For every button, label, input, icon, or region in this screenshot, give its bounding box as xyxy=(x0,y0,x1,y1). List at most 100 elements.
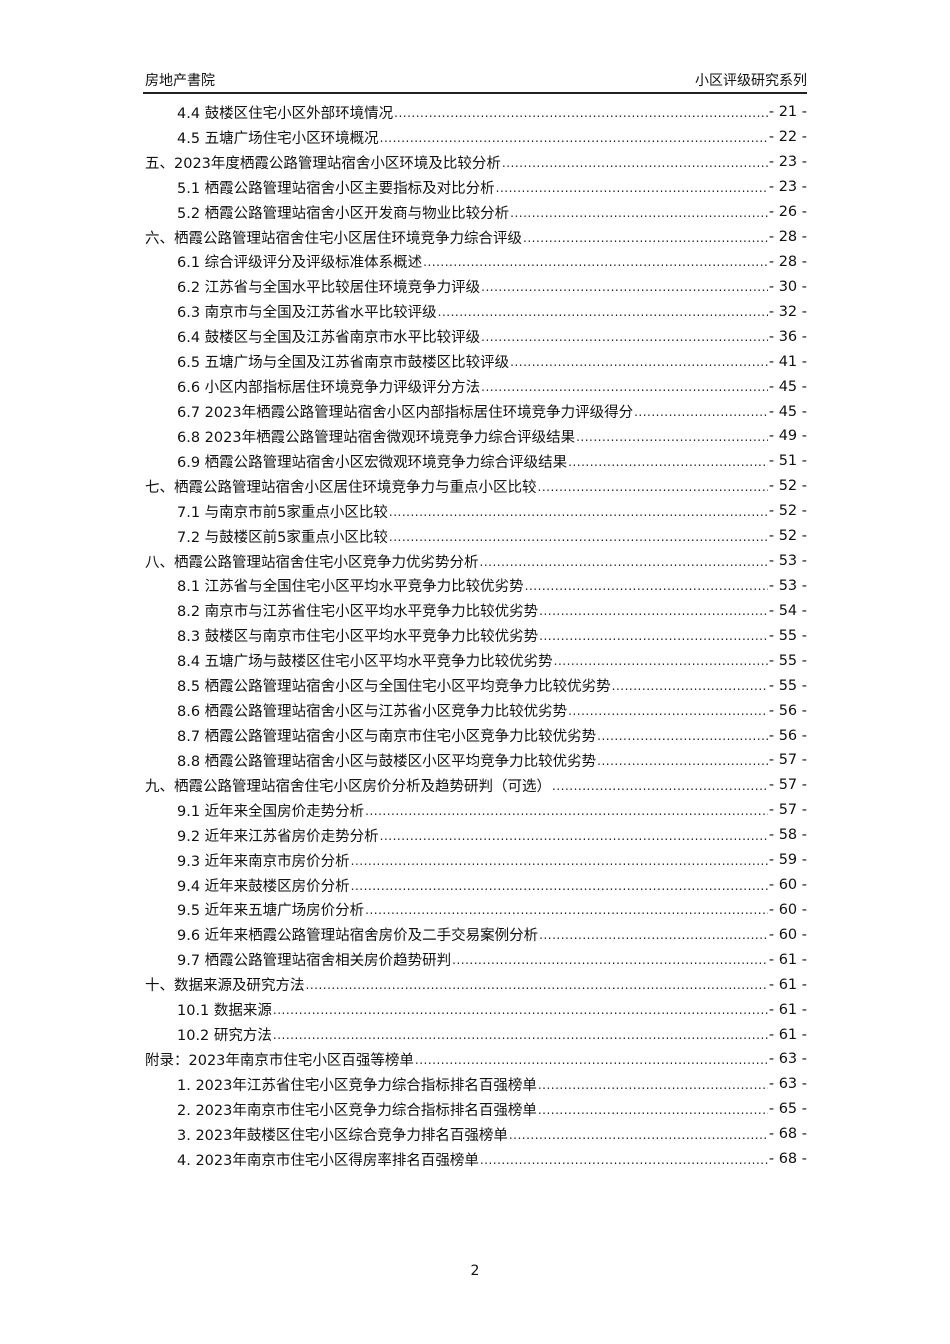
toc-entry[interactable]: 6.1 综合评级评分及评级标准体系概述 - 28 - xyxy=(145,250,807,275)
toc-entry-title[interactable]: 8.1 江苏省与全国住宅小区平均水平竞争力比较优劣势 xyxy=(177,579,524,596)
toc-entry[interactable]: 9.1 近年来全国房价走势分析 - 57 - xyxy=(145,798,807,823)
toc-entry-title[interactable]: 8.2 南京市与江苏省住宅小区平均水平竞争力比较优劣势 xyxy=(177,604,539,621)
toc-entry[interactable]: 6.2 江苏省与全国水平比较居住环境竞争力评级 - 30 - xyxy=(145,274,807,299)
toc-entry[interactable]: 9.2 近年来江苏省房价走势分析 - 58 - xyxy=(145,823,807,848)
toc-entry-page: - 52 - xyxy=(768,503,807,520)
toc-entry-title[interactable]: 6.5 五塘广场与全国及江苏省南京市鼓楼区比较评级 xyxy=(177,355,510,372)
toc-entry[interactable]: 9.7 栖霞公路管理站宿舍相关房价趋势研判 - 61 - xyxy=(145,947,807,972)
toc-entry[interactable]: 10.1 数据来源 - 61 - xyxy=(145,997,807,1022)
toc-entry[interactable]: 8.4 五塘广场与鼓楼区住宅小区平均水平竞争力比较优劣势 - 55 - xyxy=(145,648,807,673)
toc-entry[interactable]: 5.1 栖霞公路管理站宿舍小区主要指标及对比分析 - 23 - xyxy=(145,175,807,200)
toc-entry-page: - 23 - xyxy=(768,179,807,196)
toc-entry-title[interactable]: 9.5 近年来五塘广场房价分析 xyxy=(177,903,365,920)
toc-entry[interactable]: 六、栖霞公路管理站宿舍住宅小区居住环境竞争力综合评级 - 28 - xyxy=(145,225,807,250)
toc-entry-title[interactable]: 6.1 综合评级评分及评级标准体系概述 xyxy=(177,255,423,272)
toc-entry[interactable]: 4.4 鼓楼区住宅小区外部环境情况 - 21 - xyxy=(145,100,807,125)
toc-entry[interactable]: 4.5 五塘广场住宅小区环境概况 - 22 - xyxy=(145,125,807,150)
toc-entry[interactable]: 8.3 鼓楼区与南京市住宅小区平均水平竞争力比较优劣势 - 55 - xyxy=(145,623,807,648)
toc-entry[interactable]: 3. 2023年鼓楼区住宅小区综合竞争力排名百强榜单 - 68 - xyxy=(145,1122,807,1147)
toc-entry-title[interactable]: 七、栖霞公路管理站宿舍小区居住环境竞争力与重点小区比较 xyxy=(145,479,537,496)
toc-entry[interactable]: 2. 2023年南京市住宅小区竞争力综合指标排名百强榜单 - 65 - xyxy=(145,1097,807,1122)
toc-entry[interactable]: 6.5 五塘广场与全国及江苏省南京市鼓楼区比较评级 - 41 - xyxy=(145,349,807,374)
toc-leader-dots xyxy=(438,305,768,324)
toc-entry-page: - 61 - xyxy=(768,1026,807,1043)
toc-entry-title[interactable]: 9.2 近年来江苏省房价走势分析 xyxy=(177,828,379,845)
toc-entry[interactable]: 6.7 2023年栖霞公路管理站宿舍小区内部指标居住环境竞争力评级得分 - 45 … xyxy=(145,399,807,424)
toc-entry-title[interactable]: 附录：2023年南京市住宅小区百强等榜单 xyxy=(145,1052,414,1069)
toc-entry-title[interactable]: 9.3 近年来南京市房价分析 xyxy=(177,853,350,870)
toc-entry[interactable]: 4. 2023年南京市住宅小区得房率排名百强榜单 - 68 - xyxy=(145,1147,807,1172)
toc-entry[interactable]: 10.2 研究方法 - 61 - xyxy=(145,1022,807,1047)
toc-entry-title[interactable]: 8.4 五塘广场与鼓楼区住宅小区平均水平竞争力比较优劣势 xyxy=(177,654,553,671)
toc-entry-title[interactable]: 9.7 栖霞公路管理站宿舍相关房价趋势研判 xyxy=(177,953,452,970)
toc-entry-title[interactable]: 8.7 栖霞公路管理站宿舍小区与南京市住宅小区竞争力比较优劣势 xyxy=(177,729,597,745)
toc-entry[interactable]: 7.2 与鼓楼区前5家重点小区比较 - 52 - xyxy=(145,524,807,549)
toc-entry-title[interactable]: 10.2 研究方法 xyxy=(177,1028,272,1045)
toc-entry[interactable]: 9.5 近年来五塘广场房价分析 - 60 - xyxy=(145,898,807,923)
toc-entry[interactable]: 6.9 栖霞公路管理站宿舍小区宏微观环境竞争力综合评级结果 - 51 - xyxy=(145,449,807,474)
toc-entry-title[interactable]: 8.5 栖霞公路管理站宿舍小区与全国住宅小区平均竞争力比较优劣势 xyxy=(177,679,611,696)
toc-leader-dots xyxy=(273,1003,768,1022)
toc-entry[interactable]: 6.3 南京市与全国及江苏省水平比较评级 - 32 - xyxy=(145,299,807,324)
toc-entry-title[interactable]: 8.8 栖霞公路管理站宿舍小区与鼓楼区小区平均竞争力比较优劣势 xyxy=(177,753,597,770)
toc-entry[interactable]: 6.8 2023年栖霞公路管理站宿舍微观环境竞争力综合评级结果 - 49 - xyxy=(145,424,807,449)
toc-entry-title[interactable]: 9.1 近年来全国房价走势分析 xyxy=(177,803,365,820)
toc-entry[interactable]: 五、2023年度栖霞公路管理站宿舍小区环境及比较分析 - 23 - xyxy=(145,150,807,175)
toc-entry[interactable]: 8.1 江苏省与全国住宅小区平均水平竞争力比较优劣势 - 53 - xyxy=(145,574,807,599)
toc-entry-title[interactable]: 1. 2023年江苏省住宅小区竞争力综合指标排名百强榜单 xyxy=(177,1077,537,1094)
toc-entry-title[interactable]: 六、栖霞公路管理站宿舍住宅小区居住环境竞争力综合评级 xyxy=(145,230,522,247)
toc-entry-title[interactable]: 6.3 南京市与全国及江苏省水平比较评级 xyxy=(177,305,437,322)
toc-entry-title[interactable]: 八、栖霞公路管理站宿舍住宅小区竞争力优劣势分析 xyxy=(145,554,479,571)
toc-entry-title[interactable]: 7.2 与鼓楼区前5家重点小区比较 xyxy=(177,529,388,546)
toc-entry-title[interactable]: 7.1 与南京市前5家重点小区比较 xyxy=(177,504,388,521)
toc-entry[interactable]: 6.4 鼓楼区与全国及江苏省南京市水平比较评级 - 36 - xyxy=(145,324,807,349)
toc-entry-title[interactable]: 五、2023年度栖霞公路管理站宿舍小区环境及比较分析 xyxy=(145,155,501,172)
toc-entry-title[interactable]: 8.6 栖霞公路管理站宿舍小区与江苏省小区竞争力比较优劣势 xyxy=(177,704,568,721)
toc-entry-page: - 30 - xyxy=(768,278,807,295)
toc-leader-dots xyxy=(481,380,768,399)
toc-entry[interactable]: 8.7 栖霞公路管理站宿舍小区与南京市住宅小区竞争力比较优劣势 - 56 - xyxy=(145,723,807,748)
toc-entry[interactable]: 8.8 栖霞公路管理站宿舍小区与鼓楼区小区平均竞争力比较优劣势 - 57 - xyxy=(145,748,807,773)
toc-entry-title[interactable]: 九、栖霞公路管理站宿舍住宅小区房价分析及趋势研判（可选） xyxy=(145,778,551,795)
toc-entry[interactable]: 十、数据来源及研究方法 - 61 - xyxy=(145,972,807,997)
toc-leader-dots xyxy=(525,579,768,598)
toc-entry-title[interactable]: 5.1 栖霞公路管理站宿舍小区主要指标及对比分析 xyxy=(177,180,495,197)
toc-entry[interactable]: 7.1 与南京市前5家重点小区比较 - 52 - xyxy=(145,499,807,524)
toc-entry[interactable]: 九、栖霞公路管理站宿舍住宅小区房价分析及趋势研判（可选） - 57 - xyxy=(145,773,807,798)
toc-entry[interactable]: 1. 2023年江苏省住宅小区竞争力综合指标排名百强榜单 - 63 - xyxy=(145,1072,807,1097)
toc-entry-page: - 22 - xyxy=(768,129,807,146)
toc-entry[interactable]: 8.5 栖霞公路管理站宿舍小区与全国住宅小区平均竞争力比较优劣势 - 55 - xyxy=(145,673,807,698)
toc-entry-page: - 59 - xyxy=(768,852,807,869)
toc-entry[interactable]: 七、栖霞公路管理站宿舍小区居住环境竞争力与重点小区比较 - 52 - xyxy=(145,474,807,499)
toc-entry-title[interactable]: 5.2 栖霞公路管理站宿舍小区开发商与物业比较分析 xyxy=(177,205,510,222)
toc-entry-title[interactable]: 十、数据来源及研究方法 xyxy=(145,978,305,995)
toc-entry-title[interactable]: 6.2 江苏省与全国水平比较居住环境竞争力评级 xyxy=(177,280,481,297)
toc-entry[interactable]: 5.2 栖霞公路管理站宿舍小区开发商与物业比较分析 - 26 - xyxy=(145,200,807,225)
toc-entry-title[interactable]: 9.4 近年来鼓楼区房价分析 xyxy=(177,878,350,895)
toc-entry-title[interactable]: 4. 2023年南京市住宅小区得房率排名百强榜单 xyxy=(177,1152,479,1169)
toc-entry-title[interactable]: 8.3 鼓楼区与南京市住宅小区平均水平竞争力比较优劣势 xyxy=(177,629,539,646)
toc-entry-title[interactable]: 4.5 五塘广场住宅小区环境概况 xyxy=(177,130,379,147)
toc-entry-title[interactable]: 3. 2023年鼓楼区住宅小区综合竞争力排名百强榜单 xyxy=(177,1127,508,1144)
toc-leader-dots xyxy=(351,879,768,898)
toc-entry-title[interactable]: 6.7 2023年栖霞公路管理站宿舍小区内部指标居住环境竞争力评级得分 xyxy=(177,405,634,422)
toc-entry-title[interactable]: 2. 2023年南京市住宅小区竞争力综合指标排名百强榜单 xyxy=(177,1102,537,1119)
toc-entry-title[interactable]: 4.4 鼓楼区住宅小区外部环境情况 xyxy=(177,105,394,122)
toc-entry-title[interactable]: 10.1 数据来源 xyxy=(177,1003,272,1020)
toc-entry[interactable]: 6.6 小区内部指标居住环境竞争力评级评分方法 - 45 - xyxy=(145,374,807,399)
toc-entry-title[interactable]: 6.6 小区内部指标居住环境竞争力评级评分方法 xyxy=(177,380,481,397)
toc-leader-dots xyxy=(538,480,768,499)
toc-entry-title[interactable]: 6.4 鼓楼区与全国及江苏省南京市水平比较评级 xyxy=(177,330,481,347)
toc-entry-title[interactable]: 6.9 栖霞公路管理站宿舍小区宏微观环境竞争力综合评级结果 xyxy=(177,454,568,471)
toc-leader-dots xyxy=(576,430,768,449)
toc-entry[interactable]: 8.2 南京市与江苏省住宅小区平均水平竞争力比较优劣势 - 54 - xyxy=(145,598,807,623)
toc-entry-title[interactable]: 6.8 2023年栖霞公路管理站宿舍微观环境竞争力综合评级结果 xyxy=(177,429,576,446)
toc-entry[interactable]: 8.6 栖霞公路管理站宿舍小区与江苏省小区竞争力比较优劣势 - 56 - xyxy=(145,698,807,723)
toc-entry[interactable]: 附录：2023年南京市住宅小区百强等榜单 - 63 - xyxy=(145,1047,807,1072)
toc-entry-page: - 49 - xyxy=(768,428,807,445)
toc-entry-title[interactable]: 9.6 近年来栖霞公路管理站宿舍房价及二手交易案例分析 xyxy=(177,928,539,945)
toc-entry[interactable]: 9.6 近年来栖霞公路管理站宿舍房价及二手交易案例分析 - 60 - xyxy=(145,922,807,947)
toc-entry[interactable]: 八、栖霞公路管理站宿舍住宅小区竞争力优劣势分析 - 53 - xyxy=(145,549,807,574)
toc-entry[interactable]: 9.3 近年来南京市房价分析 - 59 - xyxy=(145,848,807,873)
toc-entry[interactable]: 9.4 近年来鼓楼区房价分析 - 60 - xyxy=(145,873,807,898)
